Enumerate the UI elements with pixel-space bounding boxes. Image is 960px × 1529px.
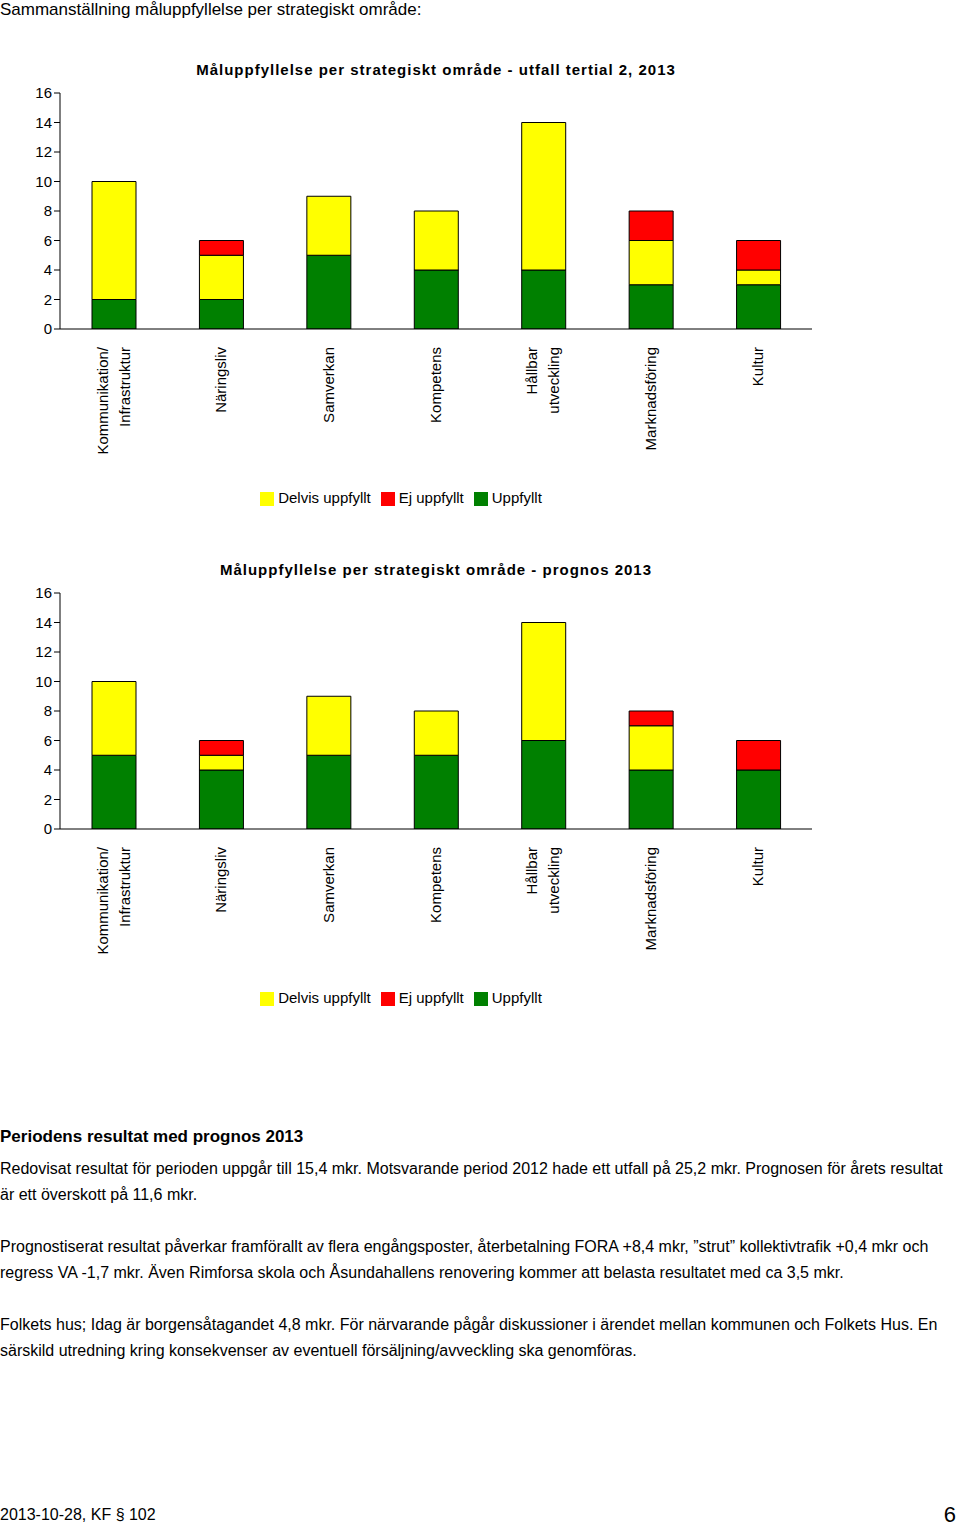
html-text:Måluppfyllelse per strategiskt: Måluppfyllelse per strategiskt område - … xyxy=(196,61,676,78)
svg-text:Marknadsföring: Marknadsföring xyxy=(642,847,659,950)
svg-text:Hållbarutveckling: Hållbarutveckling xyxy=(523,347,562,414)
svg-text:Näringsliv: Näringsliv xyxy=(212,847,229,913)
html-text:6: 6 xyxy=(943,1502,956,1527)
svg-text:Kompetens: Kompetens xyxy=(427,347,444,423)
html-text:Ej uppfyllt: Ej uppfyllt xyxy=(398,989,464,1006)
svg-text:0: 0 xyxy=(44,320,52,337)
html-text:Redovisat resultat för periode: Redovisat resultat för perioden uppgår t… xyxy=(0,1160,943,1203)
html-text:Uppfyllt: Uppfyllt xyxy=(491,489,542,506)
html-text:Delvis uppfyllt: Delvis uppfyllt xyxy=(278,989,371,1006)
svg-text:8: 8 xyxy=(44,702,52,719)
html-text:2013-10-28, KF § 102: 2013-10-28, KF § 102 xyxy=(0,1506,156,1523)
svg-text:Kompetens: Kompetens xyxy=(427,847,444,923)
svg-text:10: 10 xyxy=(35,173,52,190)
svg-text:4: 4 xyxy=(44,761,52,778)
html-text:Delvis uppfyllt: Delvis uppfyllt xyxy=(278,489,371,506)
html-text:Folkets hus; Idag är borgensåt: Folkets hus; Idag är borgensåtagandet 4,… xyxy=(0,1316,938,1359)
svg-text:14: 14 xyxy=(35,614,52,631)
svg-text:0: 0 xyxy=(44,820,52,837)
html-text:Sammanställning måluppfyllelse: Sammanställning måluppfyllelse per strat… xyxy=(0,0,422,19)
svg-text:Samverkan: Samverkan xyxy=(320,347,337,423)
svg-text:16: 16 xyxy=(35,584,52,601)
svg-text:16: 16 xyxy=(35,84,52,101)
svg-text:12: 12 xyxy=(35,643,52,660)
svg-text:12: 12 xyxy=(35,143,52,160)
html-text:Prognostiserat resultat påverk: Prognostiserat resultat påverkar framför… xyxy=(0,1238,929,1281)
svg-text:Marknadsföring: Marknadsföring xyxy=(642,347,659,450)
html-text:Uppfyllt: Uppfyllt xyxy=(491,989,542,1006)
svg-text:Samverkan: Samverkan xyxy=(320,847,337,923)
svg-text:10: 10 xyxy=(35,673,52,690)
html-text:Ej uppfyllt: Ej uppfyllt xyxy=(398,489,464,506)
svg-text:Kommunikation/Infrastruktur: Kommunikation/Infrastruktur xyxy=(94,346,133,454)
html-text:Periodens resultat med prognos: Periodens resultat med prognos 2013 xyxy=(0,1127,304,1146)
svg-text:14: 14 xyxy=(35,114,52,131)
svg-text:8: 8 xyxy=(44,202,52,219)
svg-text:Näringsliv: Näringsliv xyxy=(212,347,229,413)
svg-text:Kultur: Kultur xyxy=(749,347,766,386)
svg-text:2: 2 xyxy=(44,291,52,308)
svg-text:Kultur: Kultur xyxy=(749,847,766,886)
svg-text:6: 6 xyxy=(44,232,52,249)
svg-text:6: 6 xyxy=(44,732,52,749)
svg-text:Hållbarutveckling: Hållbarutveckling xyxy=(523,847,562,914)
svg-text:4: 4 xyxy=(44,261,52,278)
svg-text:2: 2 xyxy=(44,791,52,808)
html-text:Måluppfyllelse per strategiskt: Måluppfyllelse per strategiskt område - … xyxy=(219,561,653,578)
svg-text:Kommunikation/Infrastruktur: Kommunikation/Infrastruktur xyxy=(94,846,133,954)
